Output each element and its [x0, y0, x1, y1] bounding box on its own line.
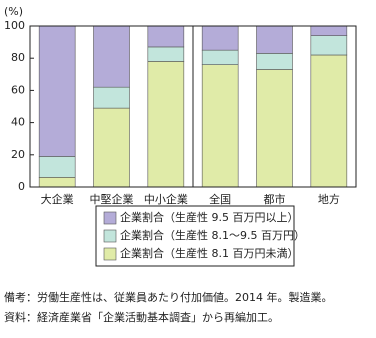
bar-segment [38, 177, 76, 188]
x-tick-label: 全国 [209, 192, 231, 206]
legend-swatch [103, 247, 117, 261]
bar-segment [38, 156, 76, 178]
bar-segment [256, 53, 293, 70]
note: 備考：労働生産性は、従業員あたり付加価値。2014 年。製造業。 [4, 290, 333, 304]
y-tick-label: 100 [4, 19, 25, 32]
legend-label: 企業割合（生産性 9.5 百万円以上） [120, 210, 299, 224]
bar-segment [201, 25, 239, 51]
y-axis-label: (%) [4, 5, 23, 18]
legend-box [95, 205, 295, 267]
legend-swatch [103, 211, 117, 225]
y-tick-label: 80 [11, 51, 25, 64]
x-tick-label: 大企業 [41, 192, 74, 206]
x-tick-label: 地方 [318, 192, 340, 206]
x-tick-label: 中堅企業 [90, 192, 134, 206]
bar-segment [93, 107, 130, 188]
bar-segment [93, 25, 130, 88]
y-tick-label: 0 [18, 180, 25, 193]
x-tick-label: 都市 [264, 192, 286, 206]
legend-label: 企業割合（生産性 8.1 百万円未満） [120, 246, 299, 260]
legend-label: 企業割合（生産性 8.1〜9.5 百万円） [120, 228, 305, 242]
bar-segment [147, 25, 185, 48]
bar-segment [256, 25, 293, 54]
y-tick-label: 40 [11, 116, 25, 129]
bar-segment [310, 25, 348, 36]
bar-segment [38, 25, 76, 157]
bar-segment [93, 86, 130, 109]
note: 資料：経済産業省「企業活動基本調査」から再編加工。 [4, 310, 279, 324]
legend-swatch [103, 229, 117, 243]
bar-segment [147, 46, 185, 62]
y-tick-label: 20 [11, 148, 25, 161]
bar-segment [256, 69, 293, 188]
bar-segment [201, 64, 239, 188]
bar-segment [310, 35, 348, 56]
y-tick-label: 60 [11, 83, 25, 96]
bar-segment [310, 54, 348, 188]
bar-segment [147, 61, 185, 188]
bar-segment [201, 49, 239, 65]
x-tick-label: 中小企業 [144, 192, 188, 206]
